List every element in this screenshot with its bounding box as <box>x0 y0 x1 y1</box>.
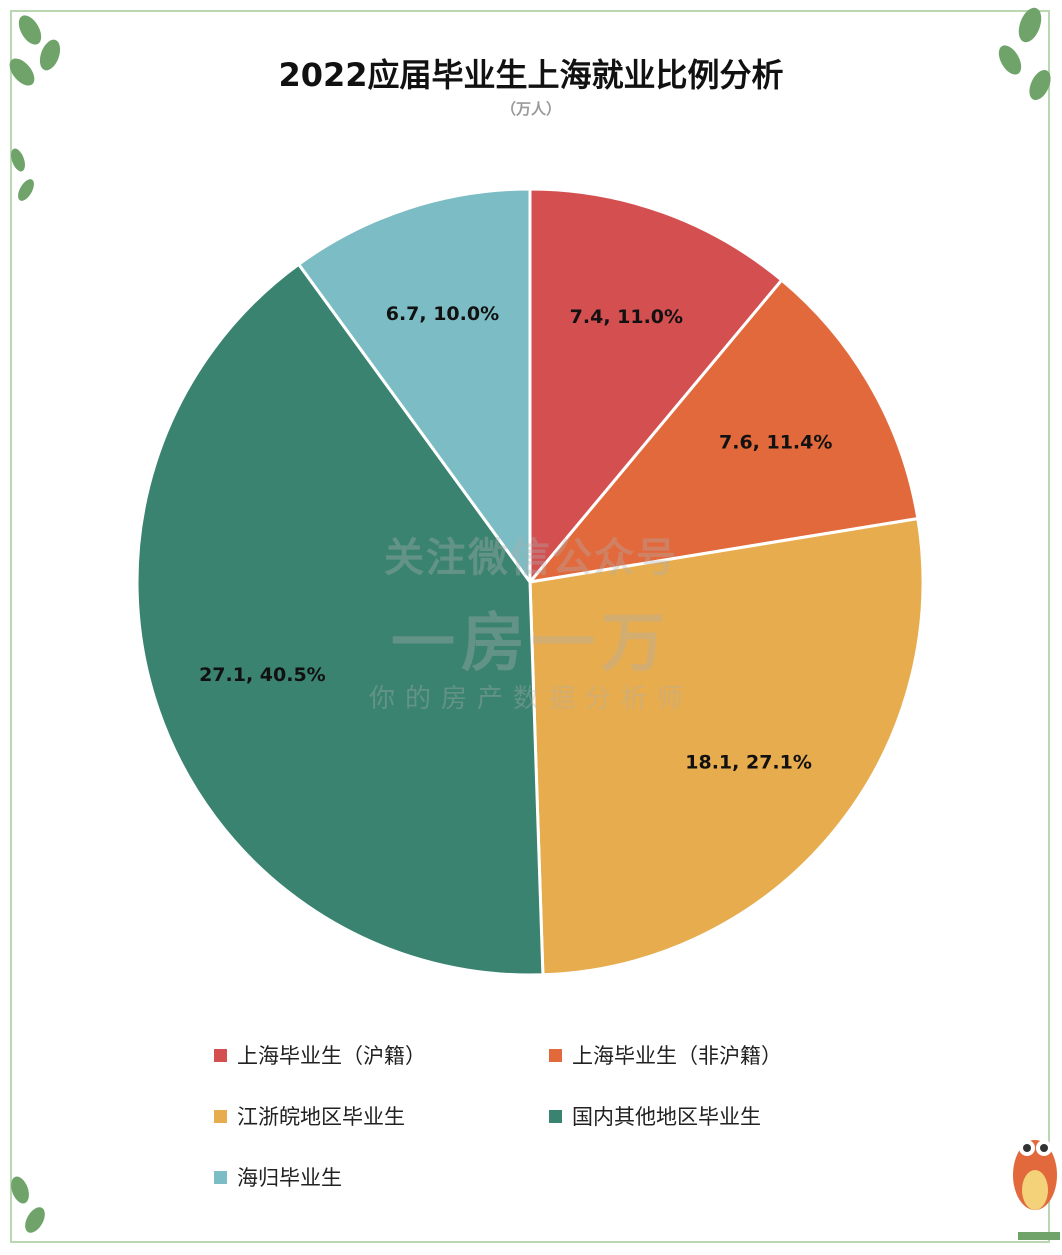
legend-item-2: 上海毕业生（非沪籍） <box>549 1040 782 1070</box>
pie-slice-2 <box>526 278 920 585</box>
slice-data-label-1: 7.4, 11.0% <box>570 306 683 328</box>
legend-swatch <box>549 1109 562 1123</box>
owl-icon <box>1013 1140 1060 1240</box>
legend-swatch <box>214 1170 227 1184</box>
pie-slice-3 <box>528 516 925 977</box>
chart-unit: （万人） <box>500 100 561 118</box>
pie-slice-4 <box>135 262 545 977</box>
legend-swatch <box>214 1048 227 1062</box>
legend-item-3: 江浙皖地区毕业生 <box>214 1101 405 1131</box>
slice-data-label-5: 6.7, 10.0% <box>386 303 499 325</box>
page-frame <box>10 10 1050 1243</box>
pie-slice-1 <box>528 187 784 587</box>
legend-swatch <box>549 1048 562 1062</box>
legend-label: 国内其他地区毕业生 <box>572 1105 761 1129</box>
chart-title: 2022应届毕业生上海就业比例分析 <box>278 56 784 94</box>
legend-item-4: 国内其他地区毕业生 <box>549 1101 761 1131</box>
pie-slices <box>135 187 925 977</box>
legend-label: 上海毕业生（沪籍） <box>237 1044 426 1068</box>
legend-label: 江浙皖地区毕业生 <box>237 1105 405 1129</box>
legend-swatch <box>214 1109 227 1123</box>
legend-label: 海归毕业生 <box>237 1166 342 1190</box>
pie-slice-labels: 7.4, 11.0% 7.6, 11.4% 18.1, 27.1% 27.1, 40.… <box>199 303 832 774</box>
slice-data-label-2: 7.6, 11.4% <box>719 432 832 454</box>
leaf-decoration-bottom-left <box>11 1176 45 1233</box>
legend-item-1: 上海毕业生（沪籍） <box>214 1040 426 1070</box>
leaf-decoration-top-left <box>9 15 61 201</box>
leaf-decoration-top-right <box>998 7 1051 100</box>
pie-slice-5 <box>296 187 532 587</box>
legend-label: 上海毕业生（非沪籍） <box>572 1044 782 1068</box>
slice-data-label-4: 27.1, 40.5% <box>199 664 326 686</box>
slice-data-label-3: 18.1, 27.1% <box>685 752 812 774</box>
legend-item-5: 海归毕业生 <box>214 1162 342 1192</box>
